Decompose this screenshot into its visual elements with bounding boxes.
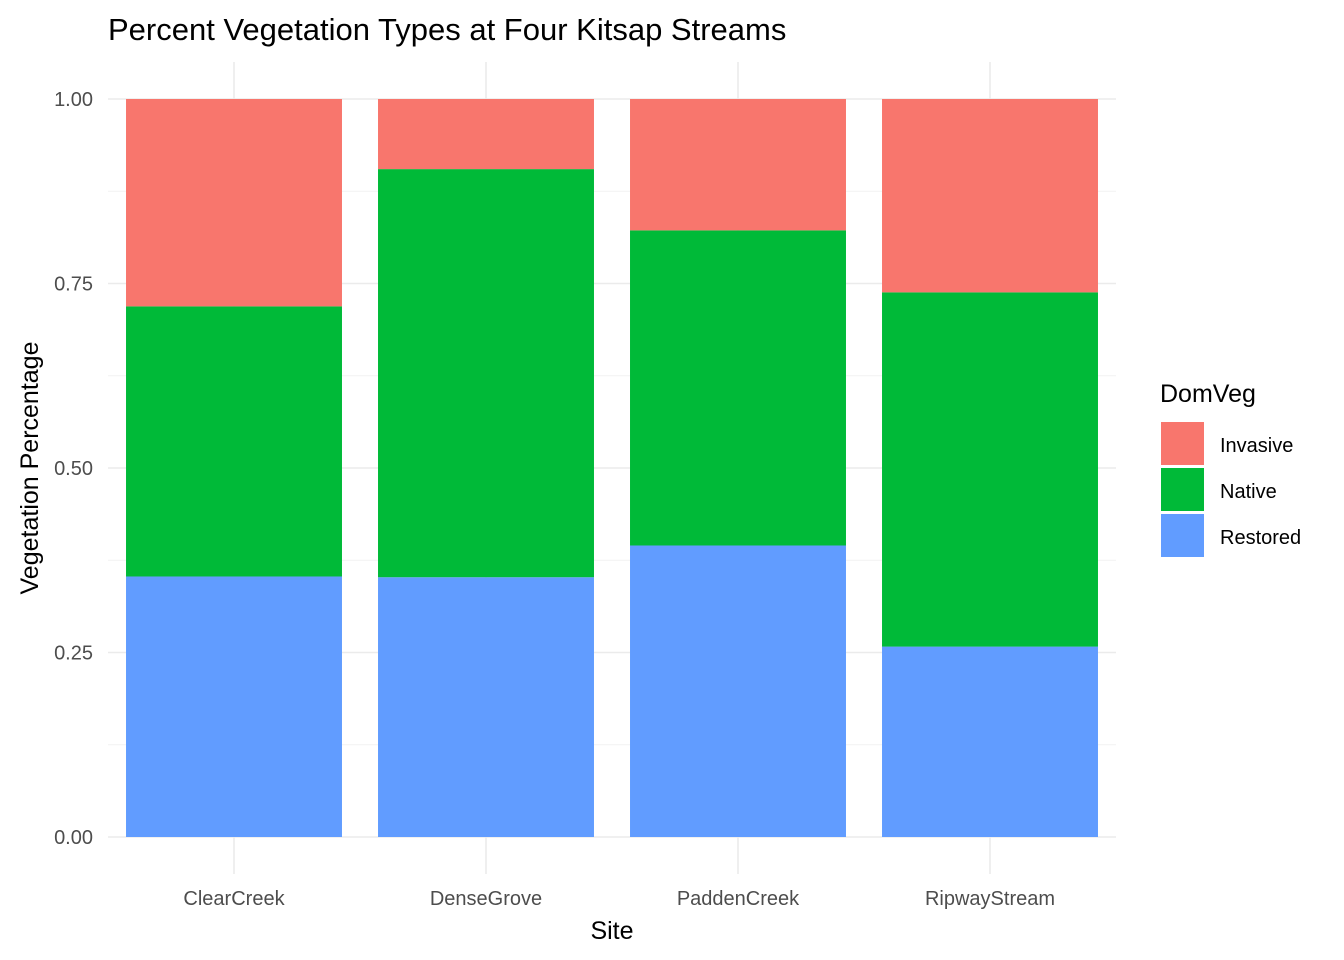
y-axis-title: Vegetation Percentage [16,342,44,595]
legend-key-restored [1161,514,1204,557]
legend-label-native: Native [1220,481,1277,503]
bar-densegrove-native [378,169,594,578]
legend-key-native [1161,468,1204,511]
y-axis-ticks: 0.00 0.25 0.50 0.75 1.00 [54,89,93,849]
bar-densegrove-restored [378,577,594,837]
bar-ripwaystream-native [882,292,1098,647]
bars [126,99,1098,837]
x-tick-label: PaddenCreek [677,888,800,910]
legend-label-invasive: Invasive [1220,435,1293,457]
x-tick-label: RipwayStream [925,888,1055,910]
x-tick-label: ClearCreek [183,888,285,910]
bar-ripwaystream-invasive [882,99,1098,293]
bar-paddencreek-native [630,230,846,546]
bar-ripwaystream-restored [882,646,1098,837]
bar-densegrove-invasive [378,99,594,170]
bar-clearcreek-native [126,306,342,577]
bar-clearcreek-invasive [126,99,342,307]
y-tick-label: 0.00 [54,827,93,849]
x-axis-ticks: ClearCreek DenseGrove PaddenCreek RipwayStr… [183,888,1055,910]
y-tick-label: 0.25 [54,643,93,665]
y-tick-label: 0.50 [54,458,93,480]
bar-clearcreek-restored [126,576,342,837]
y-tick-label: 0.75 [54,274,93,296]
x-tick-label: DenseGrove [430,888,542,910]
legend-label-restored: Restored [1220,527,1301,549]
chart-title: Percent Vegetation Types at Four Kitsap … [108,12,786,47]
x-axis-title: Site [590,917,633,945]
y-tick-label: 1.00 [54,89,93,111]
bar-paddencreek-restored [630,545,846,837]
legend: DomVeg Invasive Native Restored [1160,380,1301,557]
bar-paddencreek-invasive [630,99,846,231]
legend-key-invasive [1161,422,1204,465]
legend-title: DomVeg [1160,380,1256,408]
